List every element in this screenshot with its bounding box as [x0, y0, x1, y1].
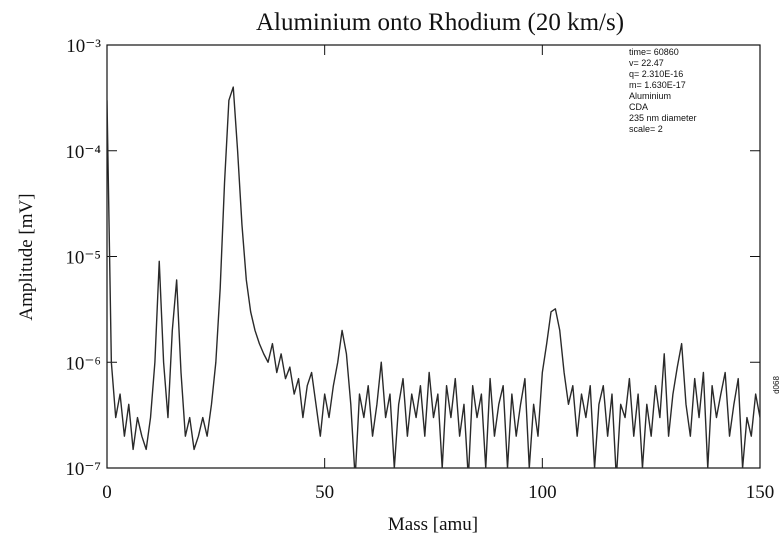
plot-area [107, 86, 760, 468]
annotation: Aluminium [629, 91, 671, 101]
x-tick-label: 150 [746, 482, 775, 503]
spectrum-line [107, 86, 760, 468]
annotation: m= 1.630E-17 [629, 80, 686, 90]
x-tick-label: 50 [315, 482, 334, 503]
plot-frame [106, 44, 761, 469]
annotation: q= 2.310E-16 [629, 69, 683, 79]
x-tick-label: 100 [528, 482, 557, 503]
x-tick-label: 0 [102, 482, 112, 503]
y-axis-label: Amplitude [mV] [16, 193, 37, 320]
annotation: v= 22.47 [629, 58, 664, 68]
chart-title: Aluminium onto Rhodium (20 km/s) [256, 9, 624, 36]
y-tick-label: 10⁻⁴ [65, 142, 101, 163]
annotation: time= 60860 [629, 47, 679, 57]
y-tick-label: 10⁻⁷ [65, 459, 101, 480]
annotation: scale= 2 [629, 124, 663, 134]
y-tick-label: 10⁻⁶ [65, 353, 101, 374]
y-tick-label: 10⁻⁵ [65, 248, 101, 269]
side-note: d068 [772, 376, 781, 394]
y-tick-label: 10⁻³ [66, 36, 101, 57]
annotation: CDA [629, 102, 648, 112]
x-axis-label: Mass [amu] [388, 514, 478, 535]
annotation: 235 nm diameter [629, 113, 697, 123]
